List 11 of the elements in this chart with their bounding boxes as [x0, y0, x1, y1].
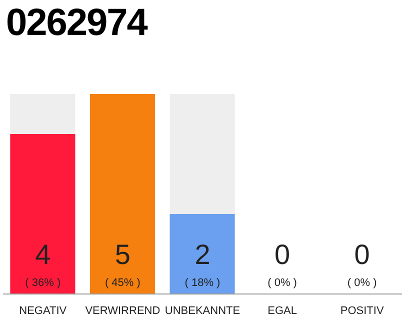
chart-title: 0262974: [6, 1, 147, 46]
data-label: 2 ( 18% ): [184, 239, 220, 289]
data-label: 0 ( 0% ): [347, 239, 377, 289]
data-label: 0 ( 0% ): [268, 239, 297, 289]
x-tick-label: UNBEKANNTE: [164, 305, 240, 317]
x-tick-label: EGAL: [268, 305, 297, 317]
x-tick-label: NEGATIV: [19, 305, 68, 317]
data-label: 4 ( 36% ): [25, 239, 61, 289]
x-tick-label: POSITIV: [340, 305, 384, 317]
x-tick-label: VERWIRREND: [85, 305, 160, 317]
data-label: 5 ( 45% ): [104, 239, 140, 289]
